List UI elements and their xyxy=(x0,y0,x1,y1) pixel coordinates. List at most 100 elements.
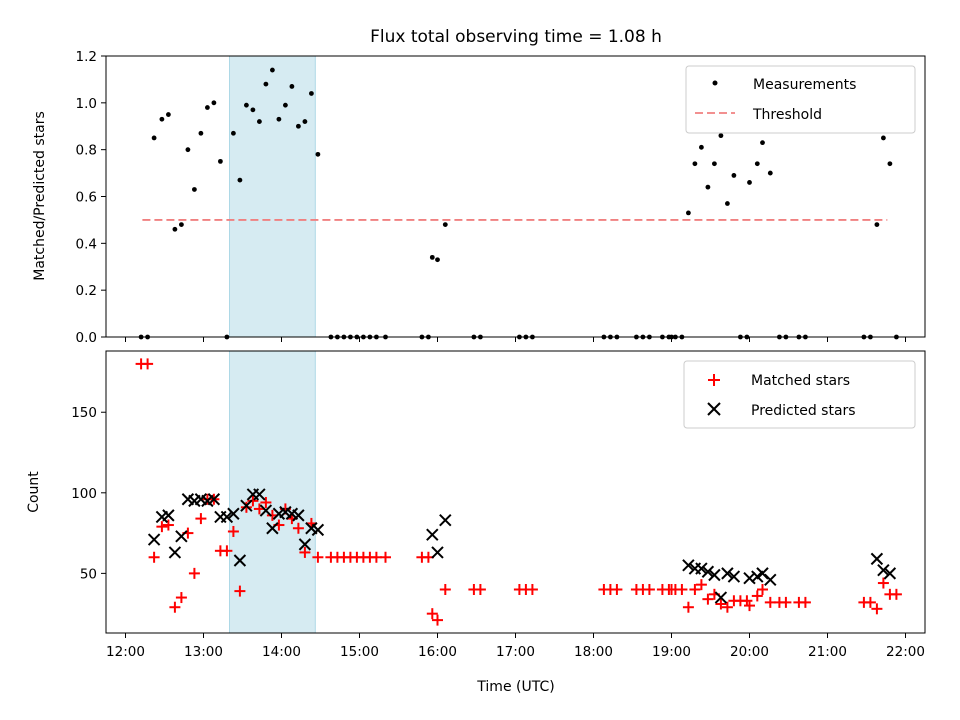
measurement-point xyxy=(159,116,165,122)
matched-star-point xyxy=(611,583,623,595)
measurement-point xyxy=(442,222,448,228)
measurement-point xyxy=(205,105,210,110)
measurement-point xyxy=(887,161,893,167)
matched-star-point xyxy=(195,513,207,525)
measurement-point xyxy=(231,130,236,136)
x-tick-label: 18:00 xyxy=(574,644,613,660)
predicted-star-point xyxy=(227,507,240,520)
measurement-point xyxy=(725,201,730,206)
measurement-point xyxy=(250,107,256,113)
matched-star-point xyxy=(156,521,168,533)
predicted-star-point xyxy=(240,499,253,512)
top-legend: Measurements Threshold xyxy=(685,65,916,134)
measurement-point xyxy=(731,173,737,178)
matched-star-point xyxy=(188,567,200,579)
x-tick-label: 17:00 xyxy=(496,644,535,660)
legend-threshold-label: Threshold xyxy=(752,107,822,123)
measurement-point xyxy=(874,222,880,228)
matched-star-point xyxy=(380,551,391,563)
matched-star-point xyxy=(260,496,272,508)
measurement-point xyxy=(296,123,301,129)
predicted-star-point xyxy=(870,552,884,566)
predicted-star-point xyxy=(877,563,890,577)
legend-matched-label: Matched stars xyxy=(751,373,850,389)
predicted-star-point xyxy=(727,570,741,583)
bottom-y-tick-label: 50 xyxy=(80,566,97,582)
measurement-point xyxy=(244,102,249,108)
predicted-star-point xyxy=(207,493,221,506)
predicted-star-point xyxy=(431,546,444,559)
x-tick-label: 13:00 xyxy=(184,644,223,660)
top-highlight-span xyxy=(229,55,316,338)
measurement-point xyxy=(718,133,724,139)
measurement-point xyxy=(435,257,440,263)
matched-star-point xyxy=(175,592,187,604)
measurement-point xyxy=(747,180,752,185)
measurement-point xyxy=(276,116,282,122)
measurement-point xyxy=(237,177,243,183)
predicted-star-point xyxy=(426,528,439,541)
legend-matched-marker xyxy=(708,374,720,386)
predicted-star-point xyxy=(714,591,728,604)
predicted-star-point xyxy=(147,533,161,546)
matched-star-point xyxy=(695,579,707,591)
predicted-star-point xyxy=(764,573,777,587)
measurement-point xyxy=(270,67,275,73)
measurement-point xyxy=(172,226,178,232)
top-x-ticks xyxy=(125,337,906,342)
predicted-star-point xyxy=(721,567,734,580)
top-y-tick-label: 1.2 xyxy=(76,49,97,65)
measurement-point xyxy=(218,158,223,164)
top-y-tick-label: 0.2 xyxy=(76,283,97,299)
top-y-axis: 0.0 0.2 0.4 0.6 0.8 1.0 1.2 xyxy=(76,49,106,346)
matched-star-point xyxy=(682,601,694,613)
predicted-star-point xyxy=(682,559,695,572)
bottom-highlight-span xyxy=(229,350,316,634)
measurement-point xyxy=(257,119,262,124)
legend-predicted-marker xyxy=(707,402,721,416)
matched-star-point xyxy=(643,583,655,595)
matched-star-point xyxy=(247,495,259,507)
matched-star-point xyxy=(234,585,246,597)
legend-predicted-label: Predicted stars xyxy=(751,403,856,419)
x-axis-label: Time (UTC) xyxy=(476,679,554,695)
top-axes-frame xyxy=(105,55,926,338)
bottom-legend: Matched stars Predicted stars xyxy=(683,360,916,429)
measurement-point xyxy=(315,151,321,157)
measurement-point xyxy=(283,102,288,108)
matched-star-point xyxy=(871,603,883,615)
measurement-point xyxy=(185,147,191,153)
measurement-point xyxy=(760,140,765,146)
matched-star-point xyxy=(890,588,902,600)
predicted-star-point xyxy=(220,510,234,524)
top-legend-box xyxy=(685,65,916,134)
bottom-axes-frame xyxy=(105,350,926,634)
bottom-x-axis: 12:00 13:00 14:00 15:00 16:00 17:00 18:00 19:00… xyxy=(106,633,925,660)
matched-star-point xyxy=(780,596,792,608)
matched-star-point xyxy=(299,546,311,558)
matched-star-point xyxy=(741,595,753,607)
matched-star-point xyxy=(721,601,733,613)
predicted-star-point xyxy=(175,530,188,543)
measurement-point xyxy=(705,184,711,190)
measurement-point xyxy=(309,91,314,96)
measurement-point xyxy=(211,100,217,106)
measurement-point xyxy=(699,144,704,150)
top-y-tick-label: 1.0 xyxy=(76,96,97,112)
matched-star-point xyxy=(142,358,154,370)
matched-star-point xyxy=(689,583,701,595)
top-y-axis-label: Matched/Predicted stars xyxy=(32,111,48,281)
measurement-point xyxy=(429,254,435,260)
legend-measurements-label: Measurements xyxy=(753,77,856,93)
matched-star-points xyxy=(135,358,902,626)
predicted-star-point xyxy=(695,562,708,575)
predicted-star-point xyxy=(266,522,279,535)
bottom-legend-box xyxy=(683,360,916,429)
x-tick-label: 22:00 xyxy=(886,644,925,660)
matched-star-point xyxy=(676,583,688,595)
chart-title: Flux total observing time = 1.08 h xyxy=(370,27,662,47)
matched-star-point xyxy=(221,545,233,557)
bottom-y-tick-label: 100 xyxy=(71,486,97,502)
